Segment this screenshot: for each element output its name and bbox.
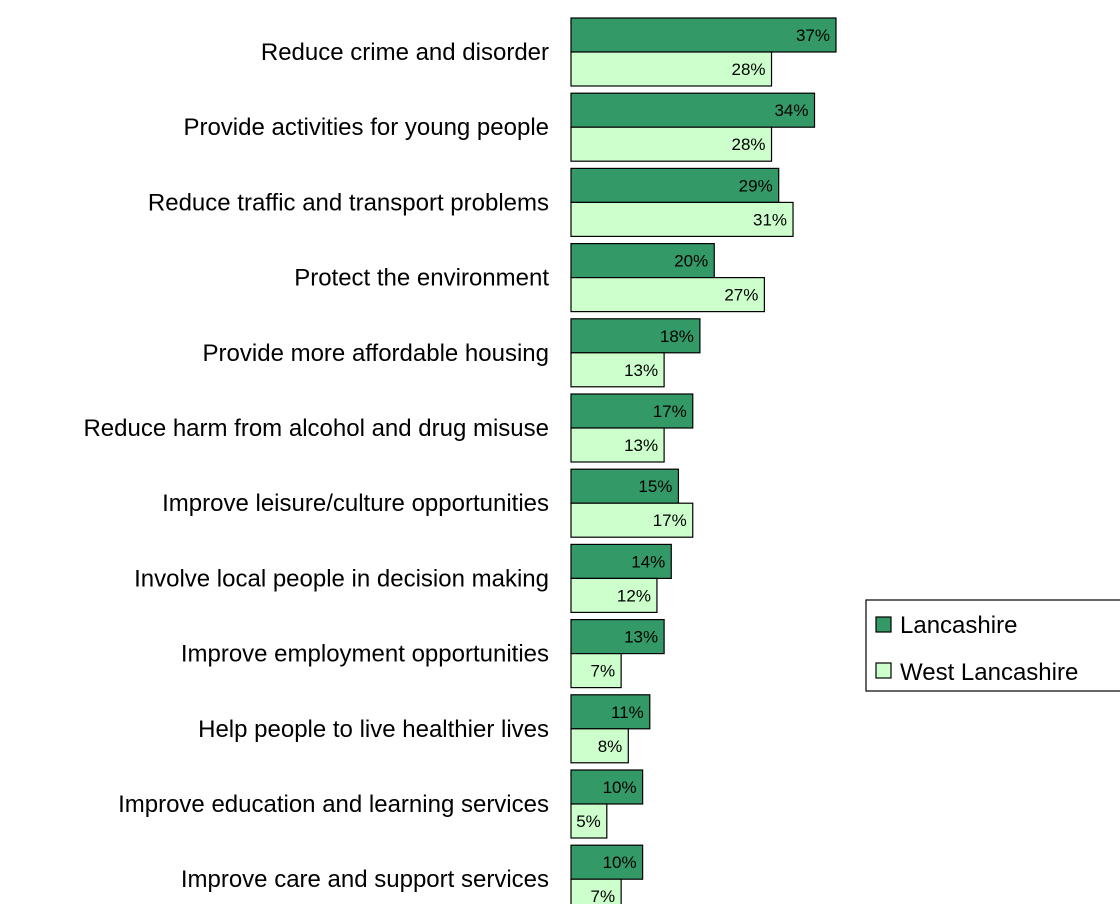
bar-west-lancashire [570, 277, 765, 313]
legend-swatch-lancashire [875, 616, 892, 633]
bar-west-lancashire [570, 728, 629, 764]
bar-west-lancashire [570, 427, 665, 463]
data-label-west-lancashire: 5% [576, 812, 601, 831]
category-label: Reduce crime and disorder [261, 39, 549, 66]
bar-lancashire [570, 618, 665, 655]
data-label-lancashire: 11% [611, 703, 644, 722]
data-label-west-lancashire: 12% [617, 586, 651, 605]
category-label: Provide more affordable housing [203, 340, 549, 367]
bars [570, 17, 837, 904]
legend-swatch-west-lancashire [875, 662, 892, 679]
legend: Lancashire West Lancashire [865, 599, 1120, 692]
data-label-lancashire: 13% [624, 628, 658, 647]
bar-west-lancashire [570, 201, 794, 237]
bar-west-lancashire [570, 803, 608, 839]
category-label: Help people to live healthier lives [198, 716, 549, 743]
data-label-lancashire: 20% [674, 252, 708, 271]
bar-lancashire [570, 393, 694, 429]
legend-frame [865, 599, 1120, 692]
category-label: Protect the environment [294, 265, 549, 292]
data-label-west-lancashire: 13% [624, 436, 658, 455]
data-label-lancashire: 10% [603, 853, 637, 872]
bar-lancashire [570, 92, 816, 128]
bar-west-lancashire [570, 352, 665, 388]
data-label-west-lancashire: 28% [732, 60, 766, 79]
category-label: Reduce harm from alcohol and drug misuse [83, 415, 549, 442]
category-label: Improve employment opportunities [181, 641, 549, 668]
data-label-lancashire: 29% [739, 176, 773, 195]
data-label-west-lancashire: 17% [653, 511, 687, 530]
data-label-west-lancashire: 13% [624, 361, 658, 380]
bar-west-lancashire [570, 502, 694, 538]
category-label: Reduce traffic and transport problems [148, 189, 549, 216]
legend-label-lancashire: Lancashire [900, 612, 1017, 639]
data-label-west-lancashire: 27% [724, 286, 758, 305]
data-label-west-lancashire: 7% [591, 662, 616, 681]
data-label-lancashire: 14% [631, 552, 665, 571]
data-label-lancashire: 34% [774, 101, 808, 120]
data-label-lancashire: 15% [638, 477, 672, 496]
category-label: Improve care and support services [181, 866, 549, 893]
bar-west-lancashire [570, 126, 773, 162]
bar-lancashire [570, 17, 837, 53]
data-label-lancashire: 18% [660, 327, 694, 346]
category-label: Involve local people in decision making [134, 565, 549, 592]
bar-lancashire [570, 694, 651, 730]
category-labels: Reduce crime and disorder Provide activit… [83, 39, 549, 893]
data-label-lancashire: 17% [653, 402, 687, 421]
category-label: Provide activities for young people [183, 114, 549, 141]
category-label: Improve leisure/culture opportunities [162, 490, 549, 517]
data-label-west-lancashire: 28% [732, 135, 766, 154]
data-label-west-lancashire: 8% [598, 737, 623, 756]
value-labels: 37%28%34%28%29%31%20%27%18%13%17%13%15%1… [576, 26, 830, 904]
category-label: Improve education and learning services [118, 791, 549, 818]
bar-west-lancashire [570, 652, 622, 689]
bar-west-lancashire [570, 577, 658, 614]
data-label-west-lancashire: 7% [591, 887, 616, 904]
bar-lancashire [570, 769, 644, 805]
data-label-west-lancashire: 31% [753, 210, 787, 229]
data-label-lancashire: 37% [796, 26, 830, 45]
data-label-lancashire: 10% [603, 778, 637, 797]
bar-west-lancashire [570, 51, 773, 87]
bar-west-lancashire [570, 878, 622, 904]
bar-lancashire [570, 844, 644, 880]
legend-label-west-lancashire: West Lancashire [900, 659, 1078, 686]
